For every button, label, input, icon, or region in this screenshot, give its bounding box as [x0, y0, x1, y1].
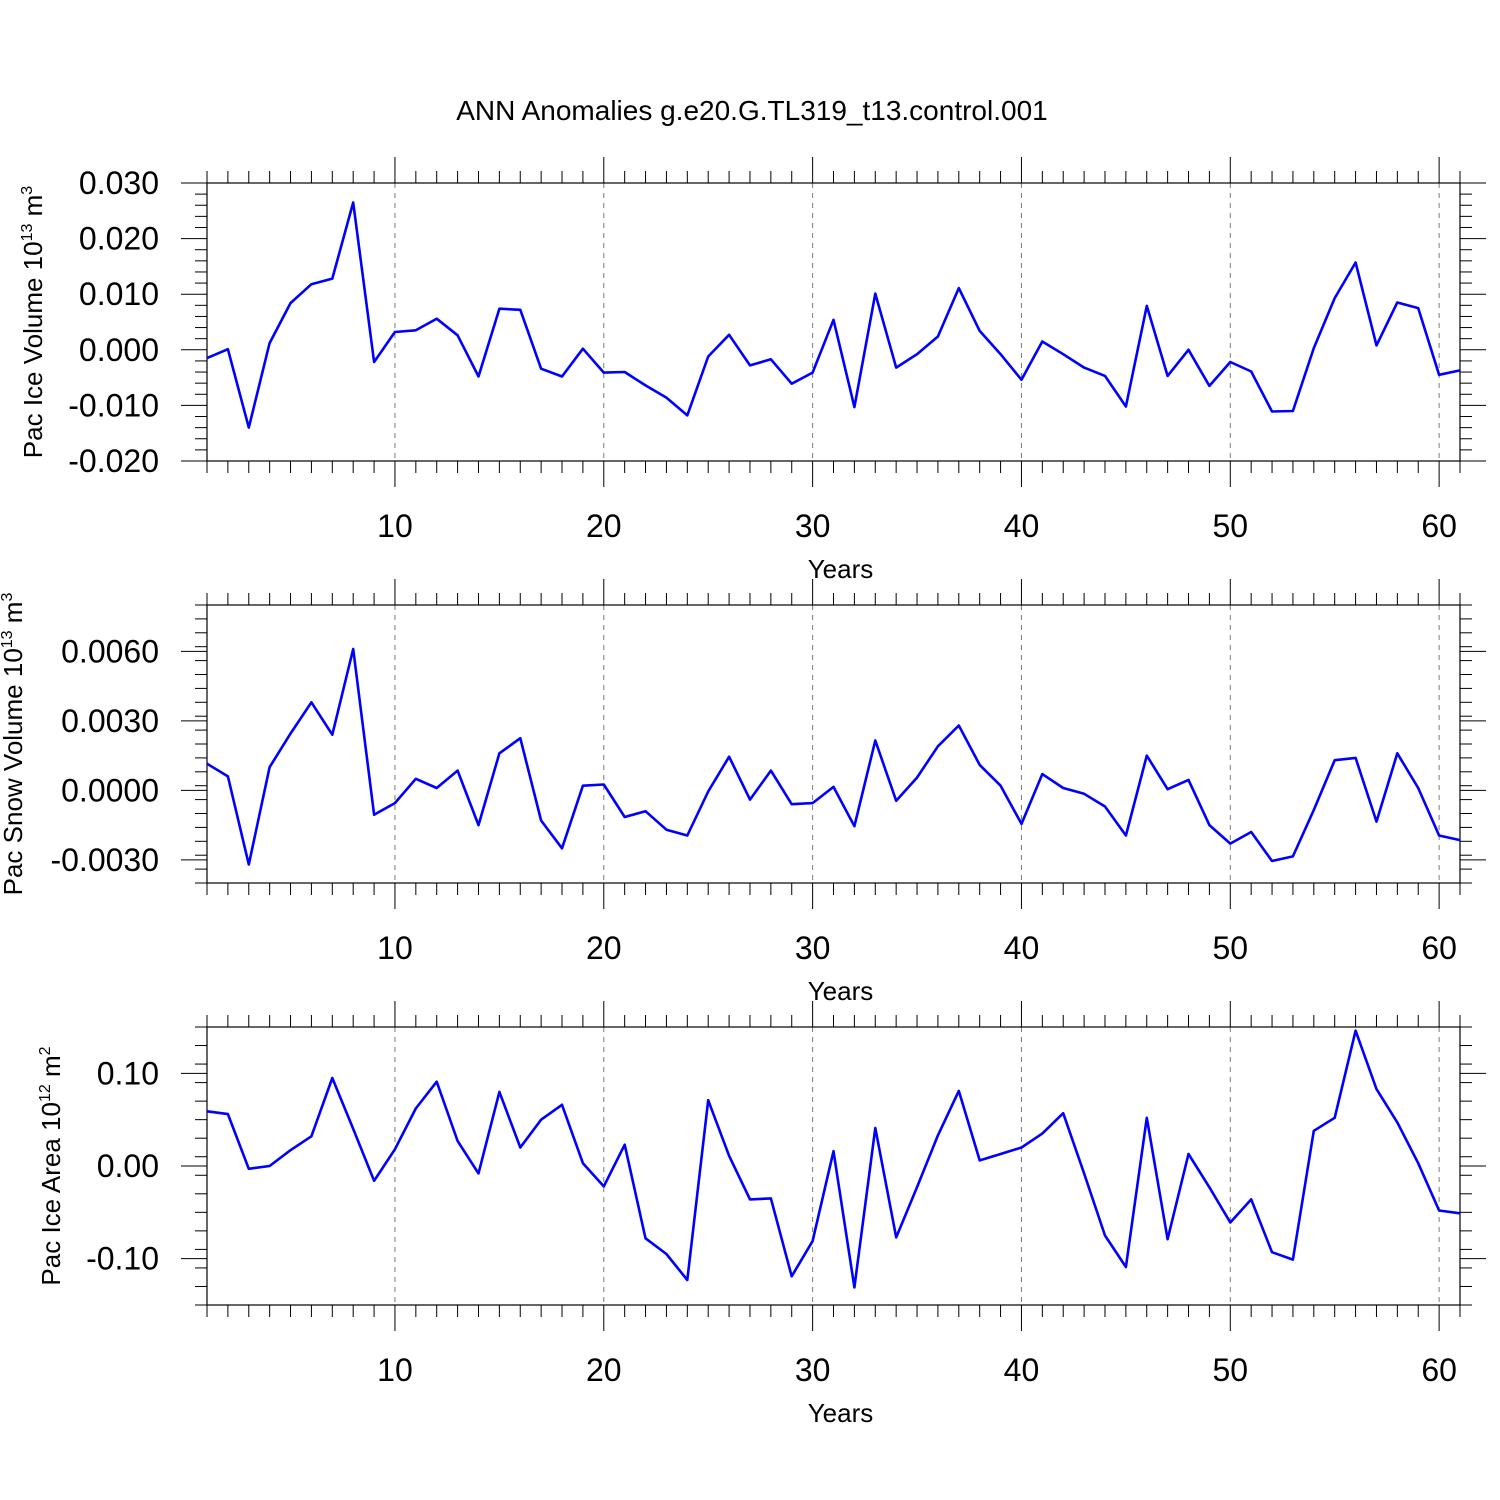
x-tick-label: 60	[1421, 508, 1457, 544]
series-line	[206, 647, 1461, 866]
x-tick-label: 10	[377, 1352, 413, 1388]
panels: 10 20 30 40 50 60 -0.020 -0.010 0.000 0.010 0.020 0…	[0, 157, 1486, 1428]
x-tick-label: 10	[377, 930, 413, 966]
x-tick-label: 30	[795, 930, 831, 966]
y-tick-label: -0.010	[68, 387, 159, 423]
y-axis-label-text: Pac Ice Volume 10	[18, 241, 48, 458]
x-tick-label: 60	[1421, 1352, 1457, 1388]
y-axis-label-superscript: 13	[19, 223, 36, 241]
x-axis-label: Years	[808, 1398, 874, 1428]
x-tick-label: 50	[1212, 508, 1248, 544]
y-axis-label-text: m	[36, 1055, 66, 1084]
y-tick-label: 0.0030	[61, 703, 159, 739]
x-tick-label: 20	[586, 508, 622, 544]
y-axis-label: Pac Snow Volume 1013 m3	[0, 593, 28, 896]
y-axis-label-superscript: 3	[19, 186, 36, 195]
main-title: ANN Anomalies g.e20.G.TL319_t13.control.…	[456, 95, 1047, 126]
x-tick-label: 50	[1212, 1352, 1248, 1388]
y-tick-label: 0.0000	[61, 772, 159, 808]
y-axis-label-text: Pac Snow Volume 10	[0, 648, 28, 895]
y-axis-label-text: Pac Ice Area 10	[36, 1102, 66, 1286]
x-tick-label: 40	[1004, 1352, 1040, 1388]
panel-1: 10 20 30 40 50 60 -0.020 -0.010 0.000 0.010 0.020 0…	[18, 157, 1486, 584]
series-line	[206, 1029, 1461, 1289]
y-tick-label: 0.00	[97, 1148, 159, 1184]
y-tick-label: 0.030	[79, 165, 159, 201]
x-tick-label: 50	[1212, 930, 1248, 966]
y-axis-label-text: m	[18, 195, 48, 224]
y-tick-label: 0.10	[97, 1055, 159, 1091]
y-axis-label-text: m	[0, 602, 28, 631]
x-tick-label: 20	[586, 1352, 622, 1388]
y-axis-label: Pac Ice Area 1012 m2	[36, 1046, 66, 1285]
y-axis-label-superscript: 13	[0, 630, 16, 648]
panel-3: 10 20 30 40 50 60 -0.10 0.00 0.10 Years Pac Ice Ar…	[36, 1001, 1486, 1428]
y-axis-label-superscript: 12	[37, 1084, 54, 1102]
y-axis-label: Pac Ice Volume 1013 m3	[18, 186, 48, 459]
panel-2: 10 20 30 40 50 60 -0.0030 0.0000 0.0030 0.0060 Yea…	[0, 579, 1486, 1006]
x-tick-label: 30	[795, 508, 831, 544]
x-tick-label: 40	[1004, 508, 1040, 544]
y-tick-label: 0.0060	[61, 633, 159, 669]
x-tick-label: 30	[795, 1352, 831, 1388]
y-axis-label-superscript: 2	[37, 1046, 54, 1055]
x-tick-label: 10	[377, 508, 413, 544]
y-tick-label: 0.000	[79, 332, 159, 368]
x-tick-label: 20	[586, 930, 622, 966]
y-tick-label: -0.10	[86, 1241, 159, 1277]
x-axis-label: Years	[808, 976, 874, 1006]
series-line	[206, 201, 1461, 429]
y-tick-label: 0.020	[79, 221, 159, 257]
x-axis-label: Years	[808, 554, 874, 584]
y-axis-label-superscript: 3	[0, 593, 16, 602]
x-tick-label: 60	[1421, 930, 1457, 966]
y-tick-label: -0.020	[68, 443, 159, 479]
y-tick-label: -0.0030	[50, 842, 159, 878]
y-tick-label: 0.010	[79, 276, 159, 312]
x-tick-label: 40	[1004, 930, 1040, 966]
